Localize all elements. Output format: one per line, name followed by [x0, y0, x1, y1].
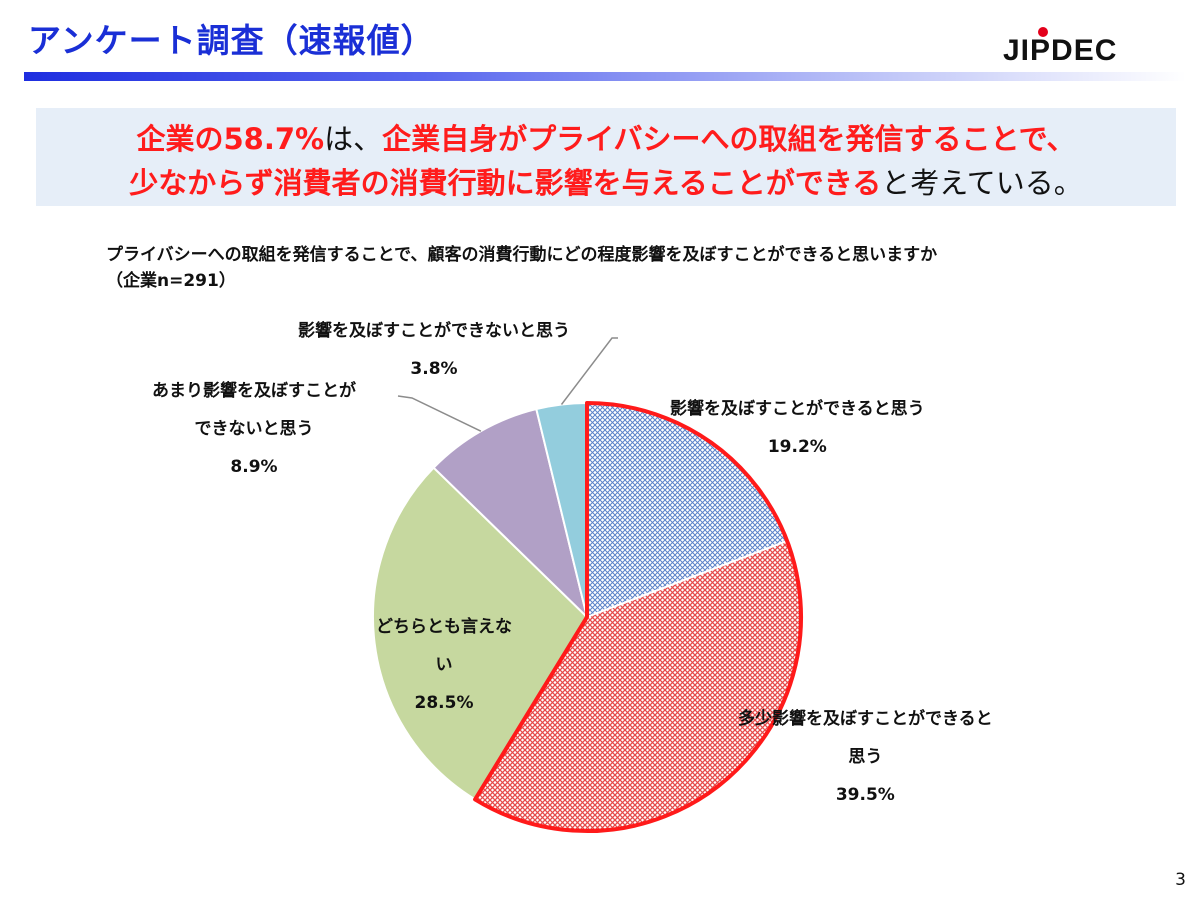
logo-text: JIPDEC — [1003, 34, 1117, 64]
banner-line-1: 企業の58.7%は、企業自身がプライバシーへの取組を発信することで、 — [36, 116, 1176, 158]
key-finding-banner: 企業の58.7%は、企業自身がプライバシーへの取組を発信することで、 少なからず… — [36, 108, 1176, 206]
slice-label-somewhat-agree: 多少影響を及ぼすことができると 思う 39.5% — [738, 709, 993, 805]
leader-line-not-at-all — [560, 337, 618, 405]
highlight-outline — [473, 401, 803, 833]
banner-highlight: 企業自身がプライバシーへの取組を発信することで、 — [382, 122, 1076, 156]
survey-question: プライバシーへの取組を発信することで、顧客の消費行動にどの程度影響を及ぼすことが… — [106, 245, 938, 265]
slice-neutral — [372, 466, 589, 801]
title-underline — [24, 72, 1186, 81]
slice-label-strongly-agree: 影響を及ぼすことができると思う 19.2% — [670, 399, 925, 457]
banner-text: と考えている。 — [881, 166, 1083, 200]
slice-label-neutral: どちらとも言えな い 28.5% — [376, 617, 512, 713]
banner-highlight-percent: 企業の58.7% — [136, 122, 325, 156]
sample-size: （企業n=291） — [106, 271, 236, 291]
banner-line-2: 少なからず消費者の消費行動に影響を与えることができると考えている。 — [36, 160, 1176, 202]
slice-label-not-much: あまり影響を及ぼすことが できないと思う 8.9% — [152, 381, 356, 477]
slice-label-not-at-all: 影響を及ぼすことができないと思う 3.8% — [298, 321, 570, 379]
banner-text: は、 — [324, 122, 383, 156]
banner-highlight: 少なからず消費者の消費行動に影響を与えることができる — [129, 166, 882, 200]
page-number: 3 — [1175, 870, 1186, 890]
jipdec-logo: JIPDEC — [1003, 27, 1117, 64]
page-title: アンケート調査（速報値） — [28, 21, 435, 60]
leader-line-not-much — [397, 395, 482, 432]
